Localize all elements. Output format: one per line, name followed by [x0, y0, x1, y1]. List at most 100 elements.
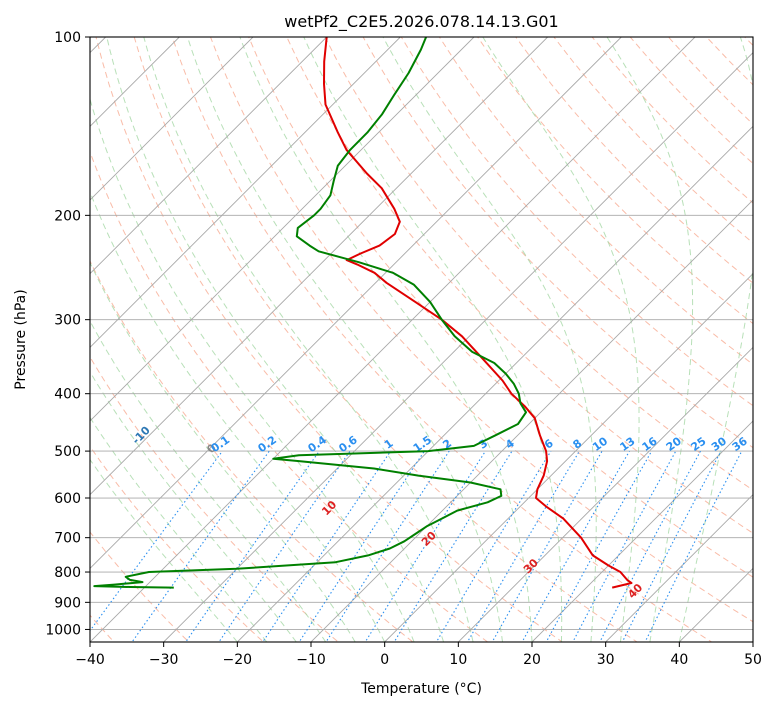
dry-adiabat-line [248, 37, 753, 578]
x-tick-label: −10 [296, 652, 326, 668]
isotherm-line [679, 567, 753, 642]
moist-adiabat-line [303, 37, 563, 642]
moist-adiabat-line [90, 370, 297, 642]
x-tick-label: 50 [744, 652, 762, 668]
moist-adiabat-line [187, 37, 503, 642]
dry-adiabat-line [362, 37, 753, 449]
mixing-ratio-line [90, 450, 223, 632]
temperature-line [323, 37, 633, 589]
plot-frame [89, 36, 754, 643]
mixing-ratio-label: 4 [503, 436, 517, 451]
x-tick-label: 10 [449, 652, 467, 668]
moist-adiabat-line [678, 37, 753, 642]
dewpoint-line [93, 37, 527, 589]
moist-adiabat-line [482, 37, 640, 642]
moist-adiabat-line [90, 261, 356, 642]
isotherm-line [237, 125, 753, 642]
x-tick-label: −30 [149, 652, 179, 668]
moist-adiabat-line [90, 320, 327, 642]
mixing-ratio-label: 0.4 [306, 433, 330, 455]
y-axis: 100 200 300 400 500 600 700 800 900 1000 [45, 30, 90, 638]
y-tick-label: 800 [54, 565, 81, 581]
isotherm-line [384, 273, 753, 642]
y-tick-label: 900 [54, 595, 81, 611]
mixing-ratio-line [435, 450, 552, 642]
x-tick-label: −20 [223, 652, 253, 668]
profile-lines [93, 37, 633, 589]
moist-adiabat-line [90, 416, 268, 642]
x-tick-label: 20 [523, 652, 541, 668]
moist-adiabat-line [382, 37, 597, 642]
dry-adiabat-line [668, 37, 753, 125]
isotherm-line [90, 37, 622, 569]
mixing-ratio-line [364, 450, 486, 642]
y-tick-label: 1000 [45, 622, 81, 638]
isotherm-line [90, 37, 548, 496]
mixing-ratio-line [325, 450, 450, 642]
moist-adiabat-line [606, 37, 694, 642]
dry-adiabat-line [477, 37, 753, 325]
dry-adiabat-line [438, 37, 753, 366]
dry-adiabat-line [133, 37, 638, 642]
dry-adiabat-label: -20 [61, 410, 84, 433]
mixing-ratio-lines [90, 450, 743, 642]
isobars [90, 37, 753, 630]
moist-adiabats [90, 37, 753, 642]
dry-adiabat-line [400, 37, 753, 407]
chart-title: wetPf2_C2E5.2026.078.14.13.G01 [284, 12, 558, 32]
mixing-ratio-line [491, 450, 603, 642]
moist-adiabat-line [90, 458, 238, 642]
moist-adiabat-line [106, 37, 445, 642]
isotherm-line [90, 37, 475, 422]
y-axis-title: Pressure (hPa) [13, 289, 29, 389]
y-tick-label: 300 [54, 313, 81, 329]
isotherm-line [531, 420, 753, 642]
mixing-ratio-line [218, 450, 351, 642]
y-tick-label: 700 [54, 531, 81, 547]
moist-adiabat-line [239, 37, 533, 642]
moist-adiabat-line [90, 190, 386, 642]
y-tick-label: 600 [54, 491, 81, 507]
dry-adiabat-label: 30 [521, 556, 541, 576]
dry-adiabat-line [90, 356, 339, 642]
y-tick-label: 500 [54, 444, 81, 460]
isotherm-line [90, 37, 696, 642]
dry-adiabat-line [210, 37, 753, 623]
mixing-ratio-line [545, 450, 653, 642]
dry-adiabat-line [591, 37, 753, 204]
isotherm-line [310, 199, 753, 642]
mixing-ratio-line [298, 450, 425, 642]
mixing-ratio-line [644, 450, 743, 642]
moist-adiabat-line [143, 37, 474, 642]
x-tick-label: 0 [380, 652, 389, 668]
plot-area: -100-90-80-70-60-50-40-30-20-10010203040… [0, 37, 753, 642]
isotherm-line [90, 37, 254, 201]
moist-adiabat-line [90, 97, 415, 642]
mixing-ratio-line [572, 450, 677, 642]
dry-adiabat-line [553, 37, 753, 244]
mixing-ratio-line [262, 450, 392, 642]
y-tick-label: 100 [54, 30, 81, 46]
mixing-ratio-line [599, 450, 701, 642]
mixing-ratio-line [466, 450, 580, 642]
isotherm-line [752, 641, 753, 642]
y-tick-label: 400 [54, 387, 81, 403]
x-tick-label: 30 [597, 652, 615, 668]
isotherm-line [458, 346, 753, 642]
dry-adiabat-label: -10 [130, 424, 153, 447]
dry-adiabat-label: -30 [0, 395, 17, 418]
isotherm-line [90, 37, 401, 348]
y-tick-label: 200 [54, 208, 81, 224]
dry-adiabat-line [90, 445, 265, 642]
mixing-ratio-line [393, 450, 513, 642]
x-axis-title: Temperature (°C) [360, 681, 482, 697]
dry-adiabat-line [515, 37, 753, 284]
dry-adiabat-label: 10 [319, 498, 339, 518]
isotherm-line [90, 37, 327, 275]
x-tick-label: −40 [75, 652, 105, 668]
x-axis: −40 −30 −20 −10 0 10 20 30 40 50 [75, 642, 762, 668]
isotherm-line [605, 494, 753, 642]
isotherms [90, 37, 753, 642]
